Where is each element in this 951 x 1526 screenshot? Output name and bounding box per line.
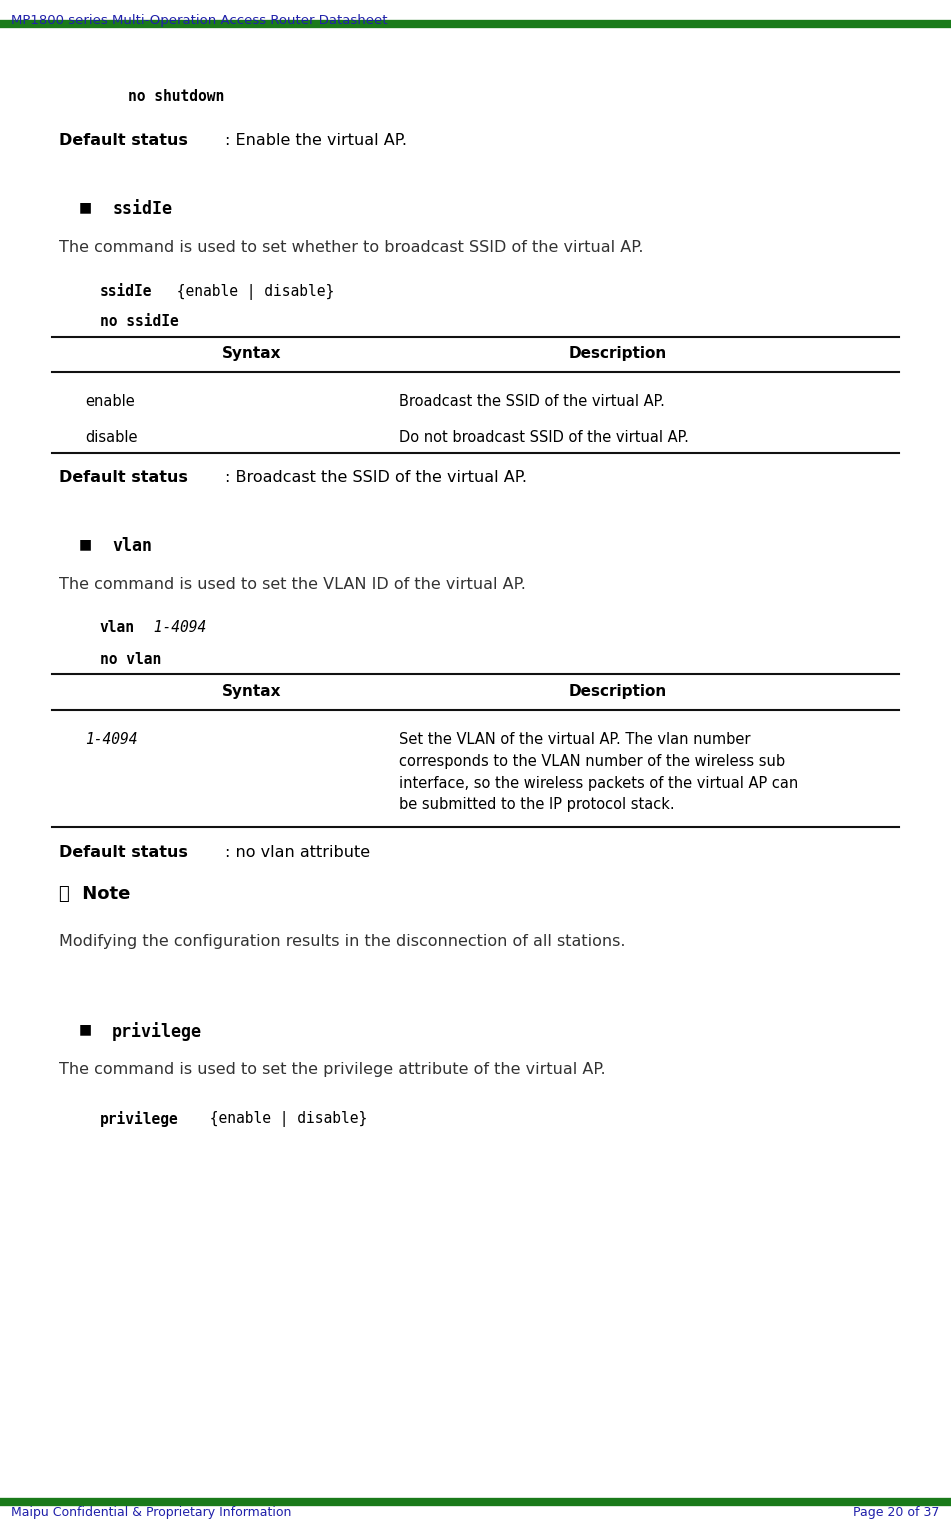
Text: enable: enable [86,394,135,409]
Text: Description: Description [569,684,668,699]
Text: Broadcast the SSID of the virtual AP.: Broadcast the SSID of the virtual AP. [399,394,666,409]
Text: Maipu Confidential & Proprietary Information: Maipu Confidential & Proprietary Informa… [11,1506,292,1520]
Text: 📖  Note: 📖 Note [59,885,130,903]
Text: vlan: vlan [112,537,152,555]
Text: Default status: Default status [59,845,188,861]
Text: : Enable the virtual AP.: : Enable the virtual AP. [225,133,407,148]
Text: Syntax: Syntax [223,684,281,699]
Text: {enable | disable}: {enable | disable} [167,284,334,299]
Text: Description: Description [569,346,668,362]
Text: MP1800 series Multi-Operation Access Router Datasheet: MP1800 series Multi-Operation Access Rou… [11,14,388,27]
Text: Syntax: Syntax [223,346,281,362]
Text: : no vlan attribute: : no vlan attribute [225,845,370,861]
Text: no shutdown: no shutdown [128,89,224,104]
Text: no vlan: no vlan [100,652,161,667]
Text: ■: ■ [79,200,92,214]
Text: Do not broadcast SSID of the virtual AP.: Do not broadcast SSID of the virtual AP. [399,430,689,446]
Text: : Broadcast the SSID of the virtual AP.: : Broadcast the SSID of the virtual AP. [225,470,527,485]
Text: The command is used to set whether to broadcast SSID of the virtual AP.: The command is used to set whether to br… [59,240,644,255]
Text: disable: disable [86,430,138,446]
Text: no ssidIe: no ssidIe [100,314,179,330]
Text: The command is used to set the VLAN ID of the virtual AP.: The command is used to set the VLAN ID o… [59,577,526,592]
Text: Set the VLAN of the virtual AP. The vlan number
corresponds to the VLAN number o: Set the VLAN of the virtual AP. The vlan… [399,732,799,812]
Text: privilege: privilege [112,1022,203,1041]
Text: ■: ■ [79,1022,92,1036]
Text: Modifying the configuration results in the disconnection of all stations.: Modifying the configuration results in t… [59,934,626,949]
Text: The command is used to set the privilege attribute of the virtual AP.: The command is used to set the privilege… [59,1062,606,1077]
Text: 1-4094: 1-4094 [145,620,206,635]
Text: ■: ■ [79,537,92,551]
Text: Page 20 of 37: Page 20 of 37 [853,1506,940,1520]
Text: vlan: vlan [100,620,135,635]
Text: 1-4094: 1-4094 [86,732,138,748]
Text: {enable | disable}: {enable | disable} [202,1111,368,1126]
Text: ssidIe: ssidIe [112,200,172,218]
Text: Default status: Default status [59,133,188,148]
Text: privilege: privilege [100,1111,179,1126]
Text: Default status: Default status [59,470,188,485]
Text: ssidIe: ssidIe [100,284,152,299]
